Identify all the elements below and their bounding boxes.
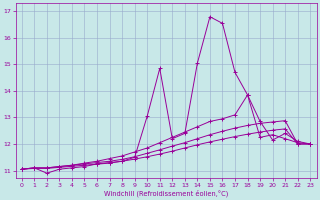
X-axis label: Windchill (Refroidissement éolien,°C): Windchill (Refroidissement éolien,°C) [104, 189, 228, 197]
